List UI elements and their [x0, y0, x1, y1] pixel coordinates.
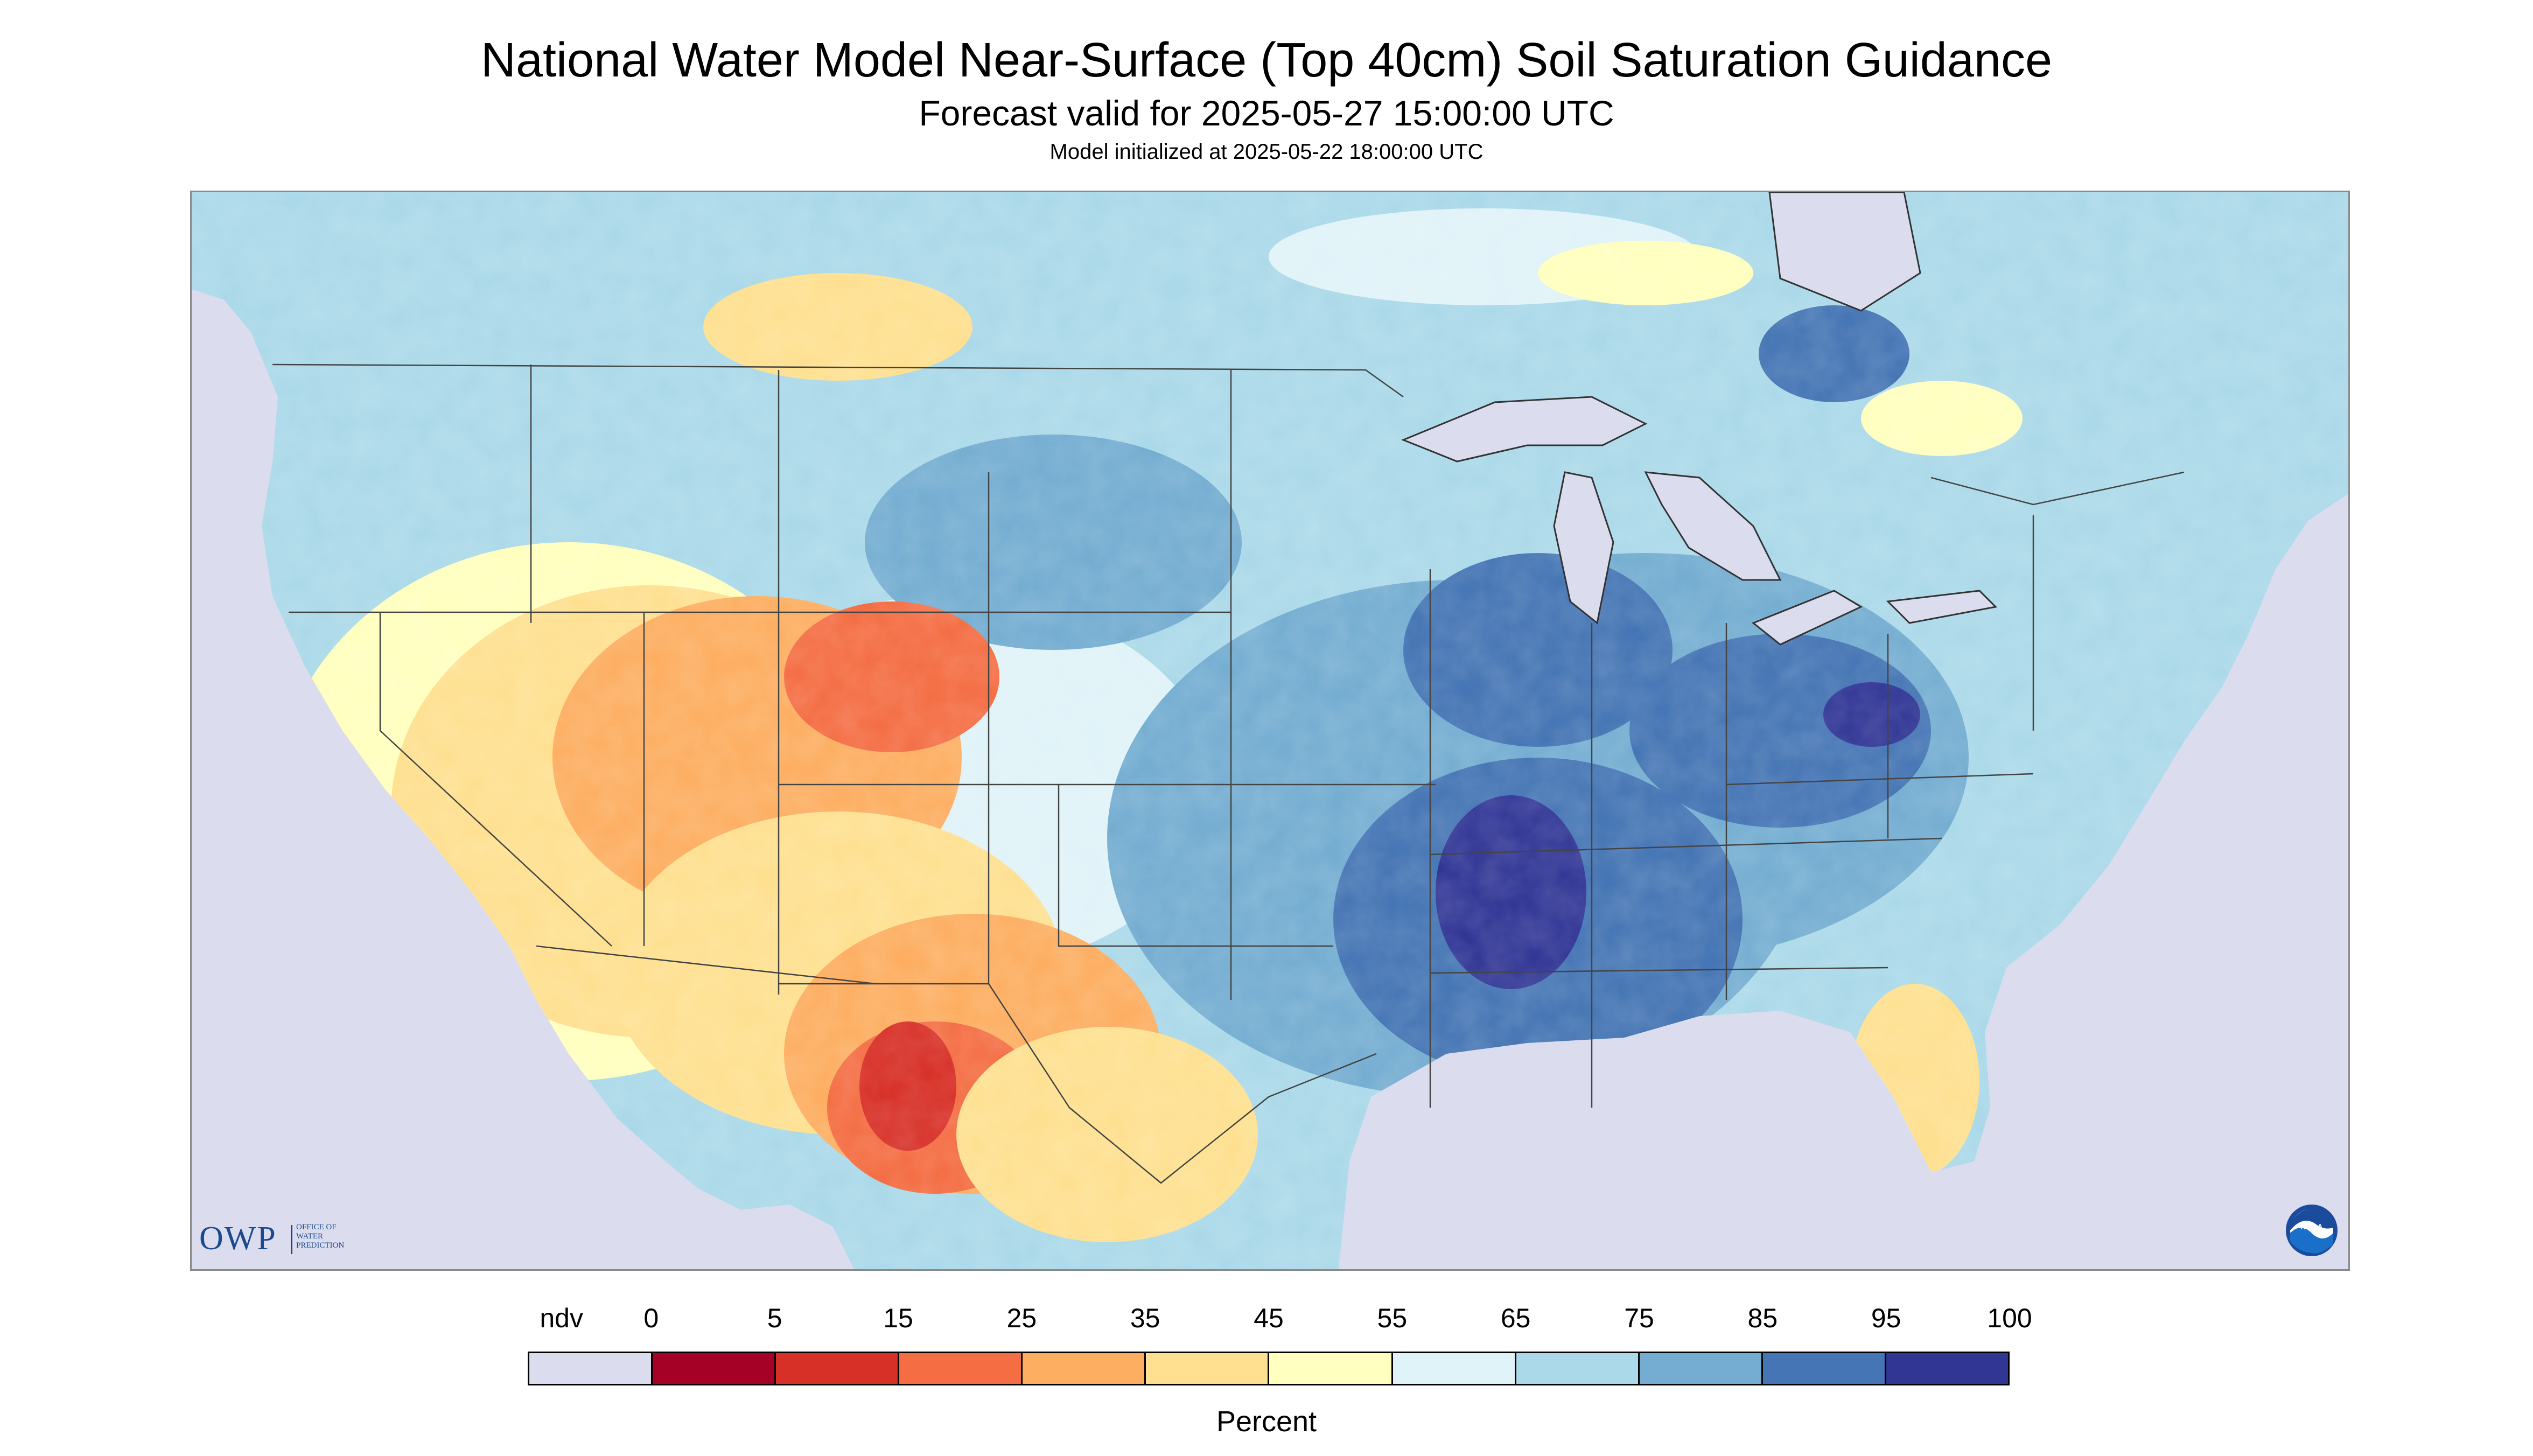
colorbar-unit-label: Percent	[1216, 1405, 1317, 1438]
colorbar-tick-label: 95	[1871, 1303, 1901, 1333]
map-title: National Water Model Near-Surface (Top 4…	[480, 33, 2052, 87]
colorbar-swatch	[1516, 1353, 1640, 1384]
colorbar-ndv-label: ndv	[540, 1303, 583, 1333]
colorbar-swatch	[899, 1353, 1023, 1384]
colorbar-swatch	[1393, 1353, 1516, 1384]
great-lakes	[1401, 192, 1998, 646]
model-init-time: Model initialized at 2025-05-22 18:00:00…	[1049, 140, 1484, 164]
soil-saturation-map	[190, 191, 2350, 1271]
owp-logo-text: OWP	[199, 1220, 277, 1257]
owp-logo-divider	[291, 1225, 292, 1254]
colorbar-swatch	[653, 1353, 776, 1384]
colorbar-swatch	[1146, 1353, 1270, 1384]
colorbar-tick-label: 35	[1130, 1303, 1160, 1333]
forecast-valid-time: Forecast valid for 2025-05-27 15:00:00 U…	[919, 93, 1614, 133]
colorbar-tick-label: 45	[1254, 1303, 1284, 1333]
saturation-field	[192, 192, 2348, 1269]
colorbar-swatch	[776, 1353, 900, 1384]
boundary-lines	[272, 363, 2185, 1184]
colorbar-swatch	[1886, 1353, 2008, 1384]
colorbar-swatch	[529, 1353, 653, 1384]
noaa-logo-text: NOAA	[2300, 1222, 2322, 1231]
colorbar-swatch	[1639, 1353, 1763, 1384]
colorbar-tick-label: 100	[1987, 1303, 2032, 1333]
colorbar-swatch	[1023, 1353, 1146, 1384]
colorbar-tick-label: 25	[1006, 1303, 1037, 1333]
owp-logo: OWP OFFICE OF WATER PREDICTION	[199, 1220, 382, 1263]
colorbar-tick-label: 55	[1377, 1303, 1408, 1333]
colorbar-tick-label: 15	[883, 1303, 913, 1333]
colorbar-swatch	[1762, 1353, 1886, 1384]
colorbar	[528, 1352, 2010, 1385]
colorbar-swatch	[1269, 1353, 1393, 1384]
colorbar-tick-label: 75	[1624, 1303, 1654, 1333]
colorbar-tick-label: 0	[643, 1303, 659, 1333]
colorbar-tick-label: 65	[1500, 1303, 1531, 1333]
noaa-logo-icon: NOAA	[2285, 1203, 2339, 1257]
colorbar-tick-label: 5	[767, 1303, 782, 1333]
colorbar-tick-label: 85	[1747, 1303, 1778, 1333]
owp-logo-subtext: OFFICE OF WATER PREDICTION	[296, 1223, 345, 1250]
